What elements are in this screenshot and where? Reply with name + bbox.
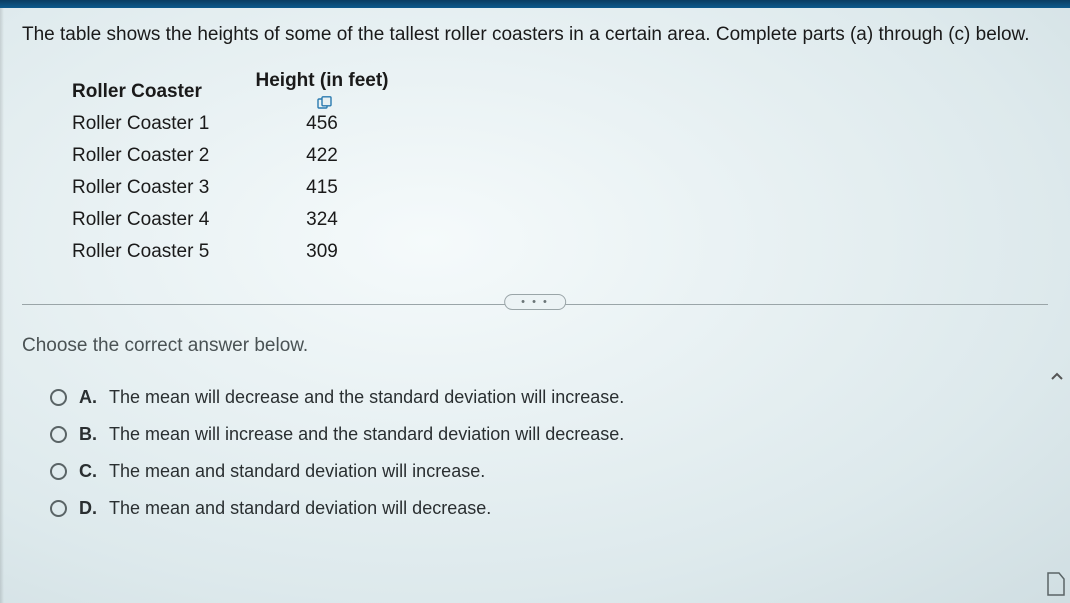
table-cell-name: Roller Coaster 4 xyxy=(72,209,247,231)
table-row: Roller Coaster 3 415 xyxy=(72,172,1048,204)
table-cell-height: 415 xyxy=(247,177,397,199)
table-cell-height: 309 xyxy=(247,241,397,263)
option-letter: A. xyxy=(79,387,101,408)
table-cell-height: 456 xyxy=(247,113,397,135)
option-text: The mean will decrease and the standard … xyxy=(109,387,624,408)
table-row: Roller Coaster 2 422 xyxy=(72,140,1048,172)
choose-prompt: Choose the correct answer below. xyxy=(22,335,1048,357)
table-row: Roller Coaster 4 324 xyxy=(72,204,1048,236)
table-cell-name: Roller Coaster 1 xyxy=(72,113,247,135)
radio-c[interactable] xyxy=(50,463,67,480)
radio-a[interactable] xyxy=(50,389,67,406)
radio-b[interactable] xyxy=(50,426,67,443)
table-cell-name: Roller Coaster 3 xyxy=(72,177,247,199)
table-row: Roller Coaster 5 309 xyxy=(72,236,1048,268)
table-header-height: Height (in feet) xyxy=(247,70,397,114)
option-letter: C. xyxy=(79,461,101,482)
option-text: The mean and standard deviation will inc… xyxy=(109,461,485,482)
option-a[interactable]: A. The mean will decrease and the standa… xyxy=(50,387,1048,408)
expand-pill[interactable]: • • • xyxy=(504,294,566,310)
options-group: A. The mean will decrease and the standa… xyxy=(22,387,1048,519)
left-shadow xyxy=(0,8,4,603)
table-cell-name: Roller Coaster 5 xyxy=(72,241,247,263)
page-corner-icon[interactable] xyxy=(1046,571,1066,597)
table-cell-height: 422 xyxy=(247,145,397,167)
table-header-height-text: Height (in feet) xyxy=(256,70,389,91)
copy-table-icon[interactable] xyxy=(317,96,333,110)
radio-d[interactable] xyxy=(50,500,67,517)
section-divider: • • • xyxy=(22,304,1048,305)
table-cell-height: 324 xyxy=(247,209,397,231)
table-cell-name: Roller Coaster 2 xyxy=(72,145,247,167)
option-c[interactable]: C. The mean and standard deviation will … xyxy=(50,461,1048,482)
scroll-up-icon[interactable] xyxy=(1050,370,1064,384)
window-top-bar xyxy=(0,0,1070,8)
question-panel: The table shows the heights of some of t… xyxy=(0,8,1070,519)
table-row: Roller Coaster 1 456 xyxy=(72,108,1048,140)
option-b[interactable]: B. The mean will increase and the standa… xyxy=(50,424,1048,445)
table-header-row: Roller Coaster Height (in feet) xyxy=(72,76,1048,108)
option-text: The mean and standard deviation will dec… xyxy=(109,498,491,519)
option-text: The mean will increase and the standard … xyxy=(109,424,624,445)
table-header-name: Roller Coaster xyxy=(72,81,247,103)
option-letter: B. xyxy=(79,424,101,445)
question-text: The table shows the heights of some of t… xyxy=(22,22,1048,48)
data-table: Roller Coaster Height (in feet) Roller C… xyxy=(72,76,1048,268)
option-d[interactable]: D. The mean and standard deviation will … xyxy=(50,498,1048,519)
option-letter: D. xyxy=(79,498,101,519)
